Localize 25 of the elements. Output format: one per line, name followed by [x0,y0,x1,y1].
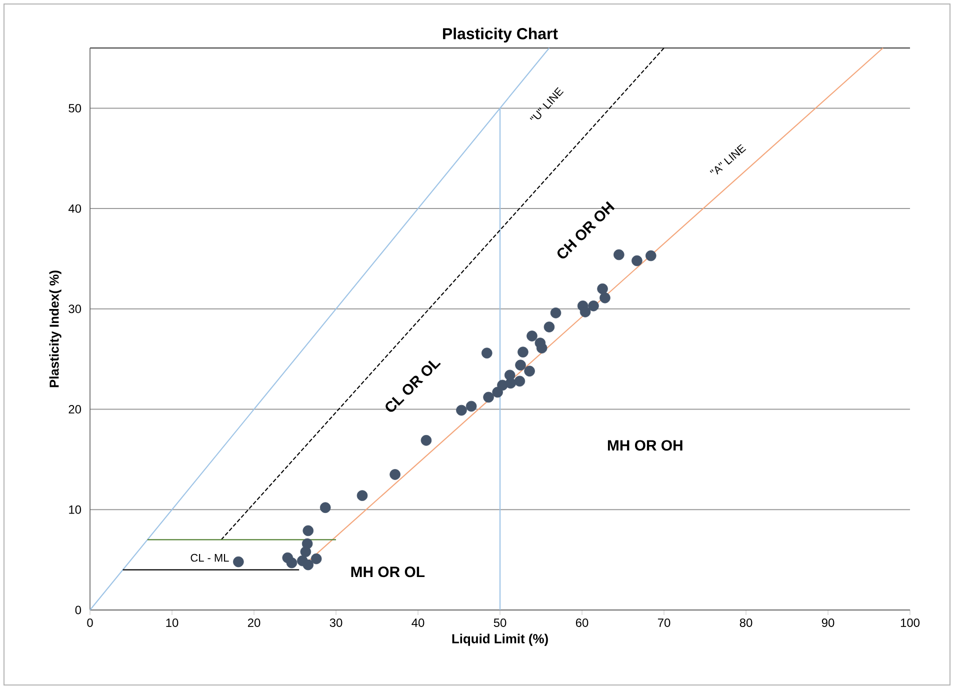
annotation: CL - ML [190,554,229,562]
y-tick-label: 0 [75,606,82,614]
y-tick-label: 30 [68,304,82,314]
x-axis-title: Liquid Limit (%) [452,634,548,646]
x-tick-label: 40 [412,618,424,627]
x-tick-label: 20 [248,618,260,627]
x-tick-label: 70 [658,618,670,627]
x-tick-label: 90 [822,618,834,627]
x-tick-label: 60 [576,618,588,627]
x-tick-label: 100 [900,618,920,627]
x-tick-label: 30 [330,618,342,627]
y-axis-title: Plasticity Index( %) [49,270,62,388]
x-tick-label: 80 [740,618,752,627]
annotation: MH OR OL [351,566,425,578]
y-tick-label: 20 [68,405,82,414]
annotation: CH OR OH [557,201,615,258]
chart-title: Plasticity Chart [443,28,558,42]
x-tick-label: 10 [166,618,178,627]
y-tick-label: 10 [69,505,82,514]
x-tick-label: 0 [87,618,93,627]
annotation: CL OR OL [386,360,441,412]
annotation: MH OR OH [608,440,682,451]
y-tick-label: 40 [68,204,82,213]
y-tick-label: 50 [68,104,82,112]
x-tick-label: 50 [494,618,506,627]
